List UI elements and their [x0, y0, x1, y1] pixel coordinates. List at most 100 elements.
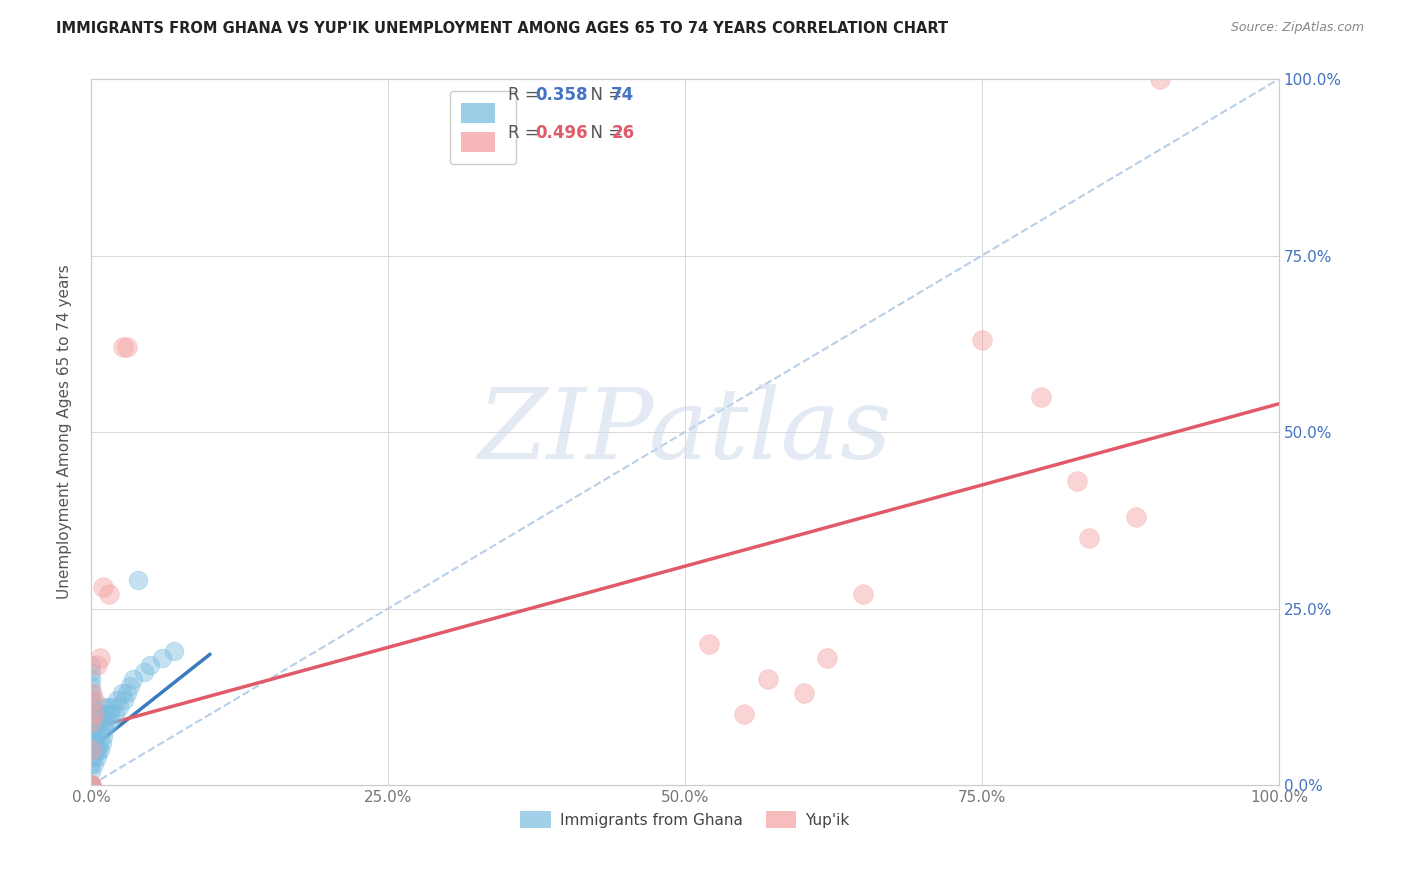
Text: 26: 26 — [612, 124, 634, 143]
Point — [80, 778, 103, 792]
Point — [697, 637, 720, 651]
Point — [82, 722, 104, 736]
Point — [80, 743, 103, 757]
Point — [80, 778, 103, 792]
Point — [120, 679, 142, 693]
Text: 0.358: 0.358 — [536, 86, 588, 103]
Point — [80, 778, 103, 792]
Text: R =: R = — [508, 86, 544, 103]
Y-axis label: Unemployment Among Ages 65 to 74 years: Unemployment Among Ages 65 to 74 years — [58, 265, 72, 599]
Point — [97, 714, 120, 729]
Text: 74: 74 — [612, 86, 634, 103]
Point — [80, 672, 103, 686]
Point — [852, 587, 875, 601]
Text: N =: N = — [581, 86, 627, 103]
Point — [82, 707, 104, 722]
Point — [97, 587, 120, 601]
Point — [82, 729, 104, 743]
Point — [86, 729, 108, 743]
Point — [89, 651, 111, 665]
Point — [163, 644, 186, 658]
Point — [111, 340, 134, 354]
Point — [80, 722, 103, 736]
Point — [121, 672, 143, 686]
Point — [90, 707, 112, 722]
Point — [83, 714, 105, 729]
Legend: Immigrants from Ghana, Yup'ik: Immigrants from Ghana, Yup'ik — [515, 805, 856, 834]
Point — [115, 340, 138, 354]
Point — [1031, 390, 1053, 404]
Point — [80, 729, 103, 743]
Text: IMMIGRANTS FROM GHANA VS YUP'IK UNEMPLOYMENT AMONG AGES 65 TO 74 YEARS CORRELATI: IMMIGRANTS FROM GHANA VS YUP'IK UNEMPLOY… — [56, 21, 949, 36]
Point — [80, 736, 103, 750]
Point — [150, 651, 173, 665]
Point — [115, 686, 138, 700]
Point — [1077, 531, 1099, 545]
Point — [112, 693, 135, 707]
Point — [80, 778, 103, 792]
Point — [80, 778, 103, 792]
Point — [89, 743, 111, 757]
Point — [80, 778, 103, 792]
Point — [84, 722, 107, 736]
Point — [80, 665, 103, 679]
Point — [756, 672, 779, 686]
Point — [80, 679, 103, 693]
Point — [82, 686, 104, 700]
Point — [91, 729, 114, 743]
Point — [90, 736, 112, 750]
Point — [80, 686, 103, 700]
Text: R =: R = — [508, 124, 544, 143]
Point — [80, 778, 103, 792]
Point — [89, 714, 111, 729]
Point — [105, 693, 128, 707]
Point — [83, 707, 105, 722]
Text: Source: ZipAtlas.com: Source: ZipAtlas.com — [1230, 21, 1364, 34]
Point — [108, 700, 131, 714]
Point — [82, 693, 104, 707]
Point — [98, 707, 121, 722]
Point — [89, 707, 111, 722]
Text: N =: N = — [581, 124, 627, 143]
Point — [91, 700, 114, 714]
Point — [733, 707, 755, 722]
Point — [94, 714, 117, 729]
Point — [80, 700, 103, 714]
Point — [86, 658, 108, 673]
Point — [970, 333, 993, 347]
Point — [793, 686, 815, 700]
Point — [80, 714, 103, 729]
Point — [93, 722, 115, 736]
Point — [97, 700, 120, 714]
Point — [83, 756, 105, 771]
Point — [80, 778, 103, 792]
Point — [80, 778, 103, 792]
Point — [80, 778, 103, 792]
Point — [80, 778, 103, 792]
Point — [87, 714, 110, 729]
Point — [80, 778, 103, 792]
Point — [104, 707, 127, 722]
Point — [86, 707, 108, 722]
Point — [80, 764, 103, 778]
Point — [80, 749, 103, 764]
Point — [817, 651, 839, 665]
Point — [127, 574, 149, 588]
Point — [80, 756, 103, 771]
Point — [80, 743, 103, 757]
Point — [80, 658, 103, 673]
Point — [86, 749, 108, 764]
Point — [91, 580, 114, 594]
Point — [111, 686, 134, 700]
Point — [80, 693, 103, 707]
Point — [80, 778, 103, 792]
Point — [82, 743, 104, 757]
Point — [87, 743, 110, 757]
Point — [96, 707, 118, 722]
Point — [1149, 72, 1171, 87]
Point — [89, 736, 111, 750]
Point — [83, 736, 105, 750]
Point — [80, 714, 103, 729]
Point — [80, 778, 103, 792]
Point — [80, 778, 103, 792]
